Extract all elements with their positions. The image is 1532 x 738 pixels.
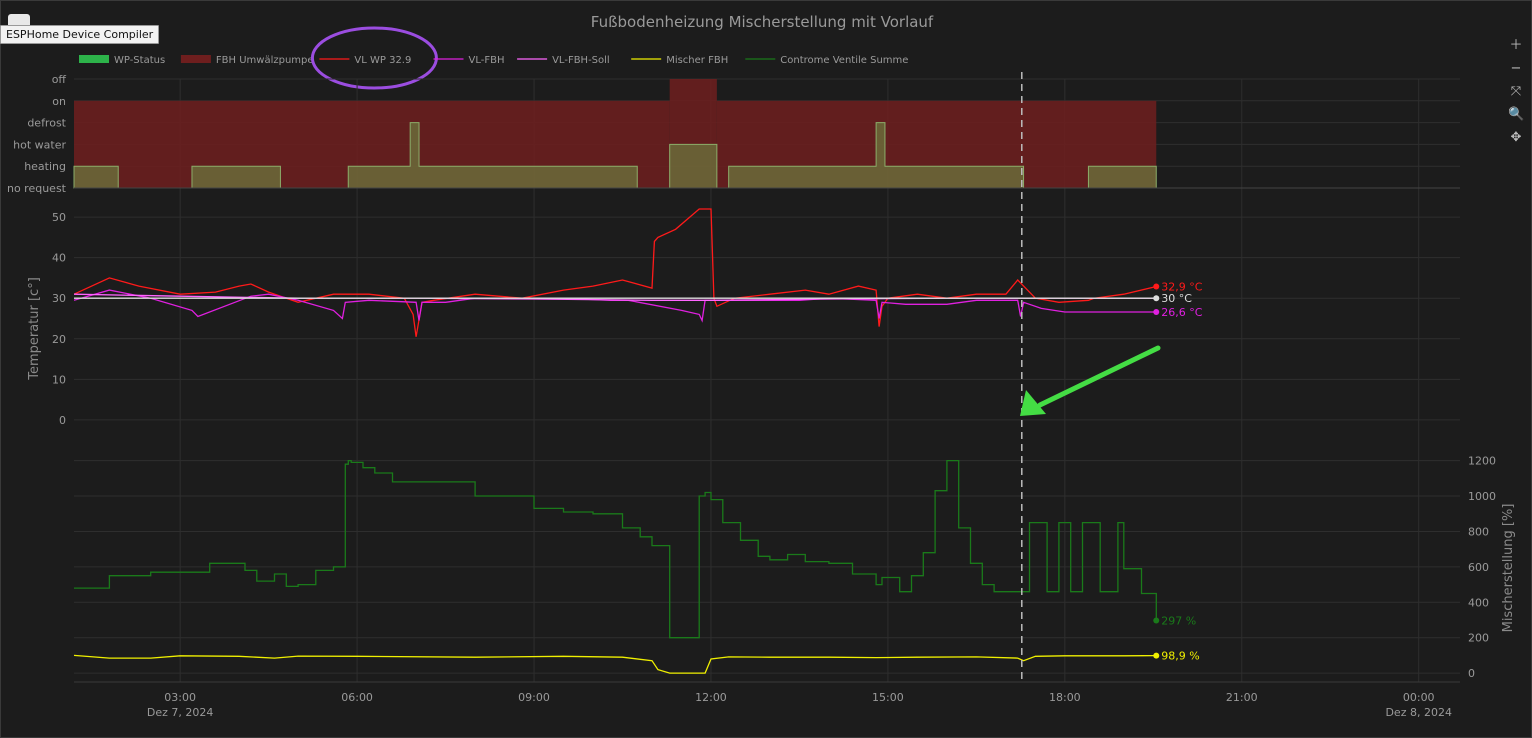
x-tick-label: 03:00 [164,691,196,704]
legend-item: VL WP 32.9 [354,55,411,66]
x-tick-label: 00:00 [1403,691,1435,704]
series-end-marker [1153,652,1160,659]
modebar: ＋ − ⤧ 🔍 ✥ [1508,37,1524,152]
legend-item: WP-Status [114,55,165,66]
temp-tick-label: 20 [52,333,66,346]
legend-swatch [180,55,211,63]
legend-item: Controme Ventile Summe [780,55,908,66]
mixer-tick-label: 400 [1468,596,1489,609]
temp-axis-label: Temperatur [c°] [27,277,42,381]
legend-item: FBH Umwälzpumpe [216,55,314,66]
status-category-label: no request [7,182,67,195]
mixer-tick-label: 200 [1468,632,1489,645]
x-tick-label: 21:00 [1226,691,1258,704]
x-tick-label: 18:00 [1049,691,1081,704]
app-icon[interactable] [8,14,30,28]
autoscale-icon[interactable]: ⤧ [1510,84,1522,99]
temp-tick-label: 10 [52,373,66,386]
legend-item: VL-FBH [469,55,505,66]
series-end-label: 26,6 °C [1161,306,1202,319]
mixer-tick-label: 1000 [1468,490,1496,503]
annotation-arrow-head [1020,390,1046,416]
mixer-tick-label: 1200 [1468,455,1496,468]
mixer-series-line [73,654,1157,674]
legend-swatch [79,55,109,63]
mixer-series-line [74,459,1157,639]
status-category-label: hot water [13,138,66,151]
temp-tick-label: 40 [52,252,66,265]
x-tick-label: 09:00 [518,691,550,704]
x-tick-sublabel: Dez 8, 2024 [1385,706,1452,719]
series-end-marker [1153,617,1160,624]
series-end-label: 98,9 % [1161,650,1199,663]
series-end-marker [1153,283,1160,290]
status-category-label: on [52,95,66,108]
status-category-label: off [52,73,67,86]
mixer-tick-label: 600 [1468,561,1489,574]
chart-title: Fußbodenheizung Mischerstellung mit Vorl… [591,13,934,31]
series-end-label: 32,9 °C [1161,280,1202,293]
status-category-label: defrost [27,117,66,130]
series-end-label: 30 °C [1161,292,1192,305]
annotation-arrow-shaft [1037,345,1161,408]
zoom-icon[interactable]: 🔍 [1508,107,1525,122]
temp-tick-label: 30 [52,292,66,305]
series-end-marker [1153,295,1160,302]
series-end-label: 297 % [1161,615,1196,628]
temp-tick-label: 50 [52,211,66,224]
temp-series-line [74,208,1157,337]
pan-icon[interactable]: ✥ [1510,130,1522,145]
legend-item: VL-FBH-Soll [552,55,610,66]
x-tick-label: 06:00 [341,691,373,704]
device-compiler-tooltip: ESPHome Device Compiler [0,25,160,44]
temp-series-line [74,293,1157,301]
x-tick-sublabel: Dez 7, 2024 [147,706,214,719]
x-tick-label: 12:00 [695,691,727,704]
status-category-label: heating [24,160,66,173]
zoom-in-icon[interactable]: ＋ [1509,38,1523,53]
mixer-tick-label: 0 [1468,667,1475,680]
zoom-out-icon[interactable]: − [1510,61,1522,76]
highlight-ellipse [310,26,438,90]
x-tick-label: 15:00 [872,691,904,704]
mixer-tick-label: 800 [1468,525,1489,538]
series-end-marker [1153,309,1160,316]
mixer-axis-label: Mischerstellung [%] [1501,504,1516,633]
temp-tick-label: 0 [59,414,66,427]
legend-item: Mischer FBH [666,55,728,66]
